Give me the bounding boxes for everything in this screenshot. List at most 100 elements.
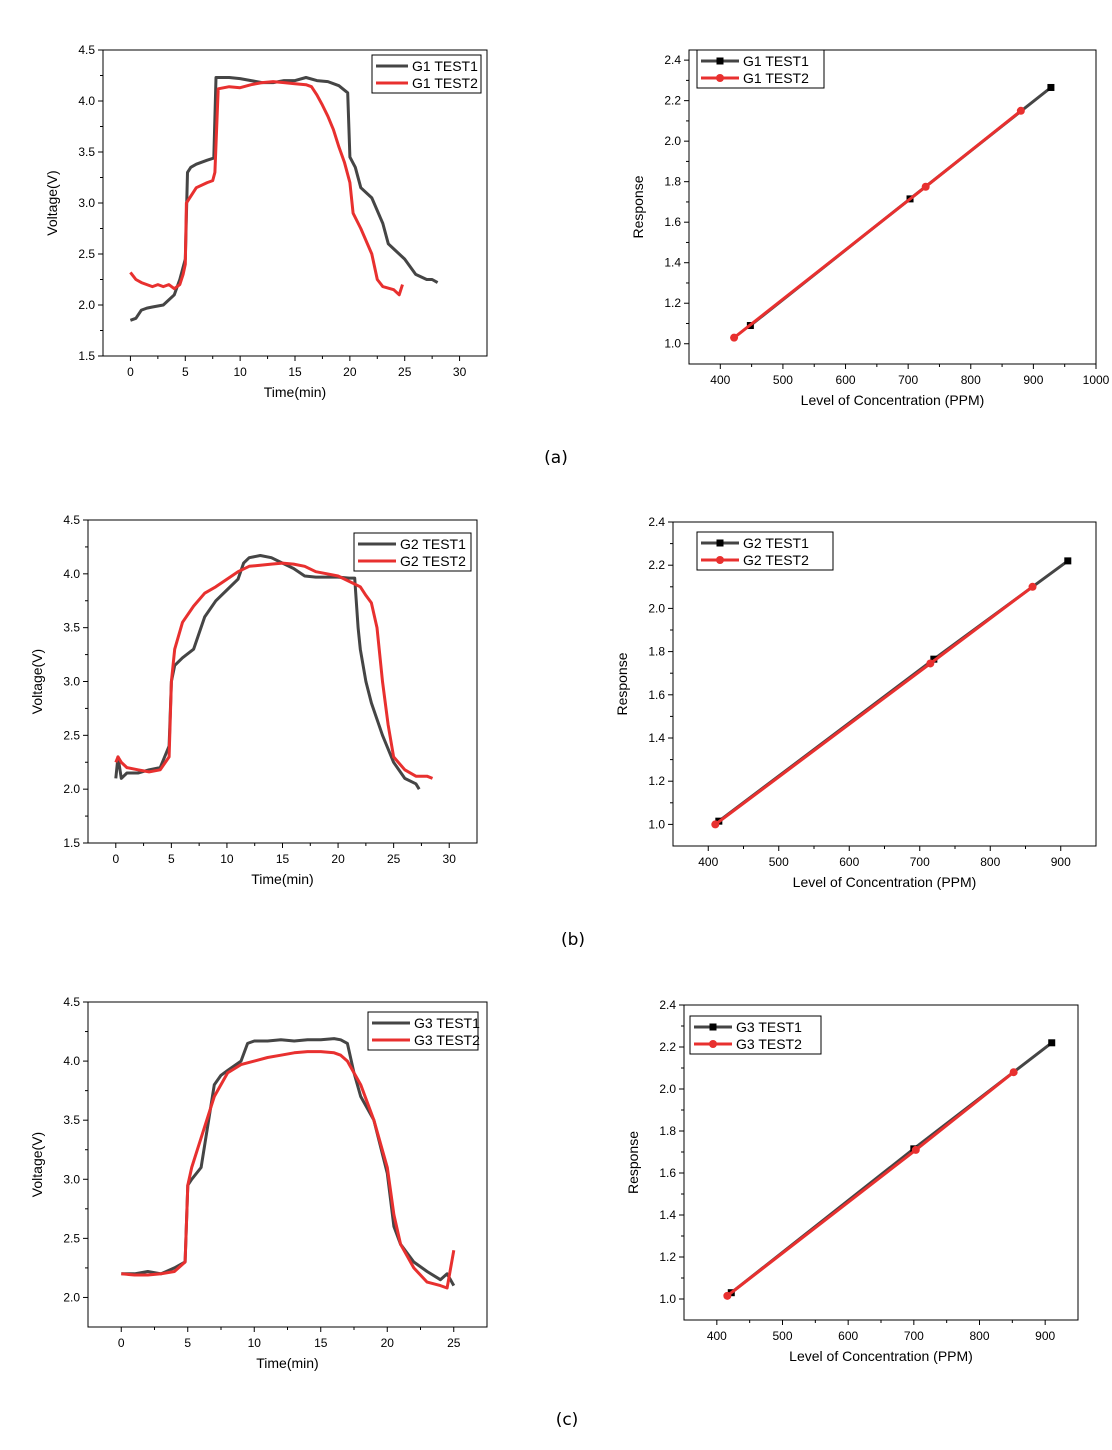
x-tick-label: 30 xyxy=(453,365,467,379)
y-tick-label: 1.4 xyxy=(664,256,681,270)
x-tick-label: 20 xyxy=(331,852,345,866)
data-point-circle xyxy=(730,333,739,342)
y-axis-label: Voltage(V) xyxy=(44,170,60,235)
x-axis-label: Time(min) xyxy=(251,871,313,887)
legend-marker-circle xyxy=(716,74,724,82)
x-tick-label: 15 xyxy=(276,852,290,866)
plot-frame xyxy=(102,49,488,357)
y-tick-label: 1.4 xyxy=(648,731,665,745)
panel-label-c: (c) xyxy=(555,1410,579,1430)
y-tick-label: 3.0 xyxy=(63,675,80,689)
series-line-2 xyxy=(733,109,1022,339)
x-tick-label: 1000 xyxy=(1083,373,1110,387)
y-tick-label: 1.2 xyxy=(664,296,681,310)
y-tick-label: 2.0 xyxy=(664,134,681,148)
y-tick-label: 2.2 xyxy=(664,94,681,108)
legend-marker-circle xyxy=(716,556,724,564)
y-tick-label: 2.0 xyxy=(78,298,95,312)
plot-frame xyxy=(672,521,1097,847)
chart-c-response: 400 500 600 700 800 900 1.0 1.2 1.4 1.6 1.8 2.0 2.2 2… xyxy=(625,998,1079,1364)
legend-box xyxy=(367,1011,479,1051)
legend-label: G3 TEST1 xyxy=(736,1019,802,1035)
y-tick-label: 3.0 xyxy=(78,196,95,210)
legend-marker-square xyxy=(716,57,724,65)
y-tick-label: 2.5 xyxy=(63,728,80,742)
y-tick-label: 2.2 xyxy=(659,1040,676,1054)
x-tick-label: 700 xyxy=(898,373,918,387)
plot-frame xyxy=(87,1001,488,1328)
y-tick-label: 1.5 xyxy=(63,836,80,850)
y-tick-label: 2.0 xyxy=(63,782,80,796)
y-tick-label: 1.2 xyxy=(648,774,665,788)
y-tick-label: 4.5 xyxy=(78,43,95,57)
x-tick-label: 5 xyxy=(184,1336,191,1350)
y-tick-label: 4.5 xyxy=(63,513,80,527)
chart-a-voltage: 0 5 10 15 20 25 30 1.5 2.0 2.5 3.0 3.5 4.0 4.5 Time(mi… xyxy=(44,43,488,400)
x-tick-label: 20 xyxy=(381,1336,395,1350)
x-tick-label: 10 xyxy=(233,365,247,379)
legend-label: G1 TEST2 xyxy=(743,70,809,86)
panel-label-b: (b) xyxy=(560,930,586,950)
x-tick-label: 900 xyxy=(1051,855,1071,869)
series-line-2 xyxy=(114,561,434,780)
y-tick-label: 2.2 xyxy=(648,558,665,572)
series-line-2 xyxy=(726,1071,1015,1297)
data-point-circle xyxy=(723,1291,732,1300)
y-tick-label: 2.5 xyxy=(78,247,95,261)
x-tick-label: 800 xyxy=(961,373,981,387)
y-tick-label: 2.0 xyxy=(659,1082,676,1096)
y-tick-label: 1.8 xyxy=(648,645,665,659)
legend-label: G3 TEST1 xyxy=(414,1015,480,1031)
x-tick-label: 500 xyxy=(772,1329,792,1343)
data-point-square xyxy=(1047,83,1055,91)
x-tick-label: 500 xyxy=(769,855,789,869)
legend-label: G2 TEST1 xyxy=(743,535,809,551)
x-tick-label: 400 xyxy=(710,373,730,387)
y-tick-label: 1.8 xyxy=(659,1124,676,1138)
chart-a-response: 400 500 600 700 800 900 1000 1.0 1.2 1.4 1.6 1.8 2.0… xyxy=(630,49,1110,408)
data-point-square xyxy=(1064,557,1072,565)
legend-marker-circle xyxy=(709,1040,717,1048)
x-tick-label: 700 xyxy=(910,855,930,869)
y-tick-label: 3.5 xyxy=(63,621,80,635)
legend-label: G3 TEST2 xyxy=(414,1032,480,1048)
data-point-circle xyxy=(1028,582,1037,591)
y-axis-label: Response xyxy=(614,652,630,715)
y-tick-label: 1.4 xyxy=(659,1208,676,1222)
series-line-1 xyxy=(114,554,421,790)
x-tick-label: 20 xyxy=(343,365,357,379)
y-tick-label: 1.6 xyxy=(664,215,681,229)
y-tick-label: 1.0 xyxy=(664,337,681,351)
series-line-2 xyxy=(714,585,1034,826)
y-tick-label: 4.0 xyxy=(78,94,95,108)
x-axis-label: Level of Concentration (PPM) xyxy=(801,392,985,408)
x-tick-label: 0 xyxy=(127,365,134,379)
y-tick-label: 1.0 xyxy=(648,817,665,831)
x-tick-label: 900 xyxy=(1023,373,1043,387)
panel-label-a: (a) xyxy=(544,448,568,468)
y-tick-label: 1.6 xyxy=(659,1166,676,1180)
y-tick-label: 2.4 xyxy=(659,998,676,1012)
y-tick-label: 4.5 xyxy=(63,995,80,1009)
data-point-circle xyxy=(1009,1068,1018,1077)
x-tick-label: 700 xyxy=(904,1329,924,1343)
x-axis-label: Time(min) xyxy=(256,1355,318,1371)
legend-label: G2 TEST1 xyxy=(400,536,466,552)
series-line-1 xyxy=(129,76,439,322)
x-tick-label: 5 xyxy=(168,852,175,866)
data-point-circle xyxy=(1016,106,1025,115)
chart-b-response: 400 500 600 700 800 900 1.0 1.2 1.4 1.6 1.8 2.0 2.2 2… xyxy=(614,515,1097,890)
x-tick-label: 25 xyxy=(398,365,412,379)
x-tick-label: 10 xyxy=(220,852,234,866)
y-tick-label: 2.4 xyxy=(664,53,681,67)
y-tick-label: 3.0 xyxy=(63,1172,80,1186)
plot-frame xyxy=(688,49,1097,365)
y-tick-label: 2.5 xyxy=(63,1231,80,1245)
